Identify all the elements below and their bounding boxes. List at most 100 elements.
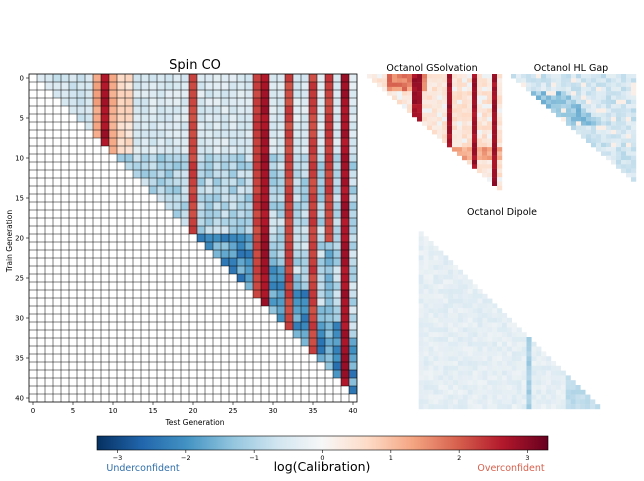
- hl-gap-cell: [576, 125, 582, 131]
- dipole-cell: [453, 399, 459, 405]
- spin-co-cell: [285, 178, 293, 186]
- gsolvation-cell: [462, 121, 468, 126]
- dipole-cell: [497, 346, 503, 352]
- gsolvation-cell: [472, 142, 478, 148]
- spin-co-panel: Spin CO 0 5 10 15 20 25 30 35 40 051015202530354…: [5, 58, 357, 427]
- dipole-cell: [443, 274, 449, 280]
- dipole-cell: [443, 394, 449, 400]
- dipole-cell: [423, 404, 429, 410]
- dipole-cell: [448, 404, 454, 410]
- hl-gap-cell: [631, 168, 637, 174]
- hl-gap-cell: [611, 125, 617, 131]
- spin-co-cell: [301, 242, 309, 250]
- spin-co-cell: [317, 90, 325, 98]
- dipole-cell: [497, 308, 503, 314]
- spin-co-cell: [285, 106, 293, 114]
- spin-co-cell: [333, 202, 341, 210]
- hl-gap-cell: [626, 82, 632, 88]
- hl-gap-cell: [556, 82, 562, 88]
- gsolvation-cell: [487, 129, 493, 135]
- spin-co-cell: [349, 362, 357, 370]
- spin-co-cell: [205, 234, 213, 242]
- spin-co-cell: [333, 74, 341, 82]
- hl-gap-cell: [531, 82, 537, 88]
- spin-co-cell: [277, 178, 285, 186]
- spin-co-cell: [309, 74, 317, 82]
- spin-co-cell: [301, 162, 309, 170]
- hl-gap-cell: [566, 74, 572, 79]
- dipole-cell: [418, 313, 424, 318]
- dipole-cell: [457, 385, 463, 390]
- spin-co-cell: [253, 154, 261, 162]
- dipole-cell: [497, 322, 503, 328]
- spin-co-cell: [157, 162, 165, 170]
- dipole-cell: [492, 327, 498, 333]
- spin-co-cell: [261, 178, 269, 186]
- dipole-cell: [575, 404, 581, 410]
- dipole-cell: [467, 289, 473, 294]
- gsolvation-cell: [447, 112, 453, 118]
- spin-co-cell: [197, 202, 205, 210]
- dipole-cell: [462, 303, 468, 309]
- hl-gap-cell: [586, 91, 592, 96]
- spin-co-cell: [181, 122, 189, 130]
- dipole-cell: [502, 332, 508, 338]
- spin-co-cell: [253, 218, 261, 226]
- spin-co-cell: [277, 210, 285, 218]
- dipole-cell: [433, 322, 439, 328]
- spin-co-cell: [133, 106, 141, 114]
- spin-co-cell: [245, 114, 253, 122]
- gsolvation-title: Octanol GSolvation: [386, 63, 477, 74]
- spin-co-cell: [277, 154, 285, 162]
- hl-gap-cell: [621, 160, 627, 165]
- dipole-cell: [457, 389, 463, 395]
- colorbar-tick-label: 0: [320, 454, 324, 462]
- dipole-cell: [423, 351, 429, 357]
- dipole-cell: [482, 346, 488, 352]
- spin-co-cell: [261, 218, 269, 226]
- hl-gap-cell: [546, 95, 552, 100]
- dipole-cell: [457, 370, 463, 376]
- dipole-cell: [502, 313, 508, 318]
- gsolvation-cell: [492, 142, 498, 148]
- dipole-cell: [453, 337, 459, 342]
- hl-gap-cell: [591, 112, 597, 118]
- colorbar-gradient: [96, 435, 549, 451]
- spin-co-cell: [341, 346, 349, 354]
- gsolvation-cell: [492, 74, 498, 79]
- dipole-cell: [536, 370, 542, 376]
- hl-gap-cell: [596, 104, 602, 109]
- dipole-cell: [546, 404, 552, 410]
- spin-co-cell: [173, 146, 181, 154]
- hl-gap-cell: [586, 134, 592, 139]
- gsolvation-cell: [477, 155, 483, 161]
- dipole-cell: [536, 380, 542, 386]
- dipole-cell: [511, 341, 517, 347]
- spin-co-cell: [213, 194, 221, 202]
- hl-gap-cell: [546, 99, 552, 105]
- dipole-cell: [526, 346, 532, 352]
- dipole-cell: [546, 370, 552, 376]
- spin-co-cell: [301, 202, 309, 210]
- spin-co-cell: [269, 98, 277, 106]
- spin-co-cell: [157, 98, 165, 106]
- hl-gap-cell: [626, 78, 632, 83]
- spin-co-cell: [157, 74, 165, 82]
- gsolvation-cell: [487, 104, 493, 109]
- spin-co-cell: [293, 202, 301, 210]
- spin-co-cell: [349, 186, 357, 194]
- gsolvation-cell: [472, 74, 478, 79]
- dipole-cell: [472, 394, 478, 400]
- spin-co-cell: [325, 314, 333, 322]
- dipole-cell: [477, 322, 483, 328]
- spin-co-cell: [181, 146, 189, 154]
- dipole-cell: [443, 380, 449, 386]
- dipole-cell: [433, 303, 439, 309]
- spin-co-cell: [333, 178, 341, 186]
- spin-co-cell: [205, 202, 213, 210]
- spin-co-cell: [285, 122, 293, 130]
- dipole-cell: [462, 279, 468, 285]
- dipole-cell: [423, 341, 429, 347]
- dipole-cell: [521, 399, 527, 405]
- spin-co-cell: [341, 362, 349, 370]
